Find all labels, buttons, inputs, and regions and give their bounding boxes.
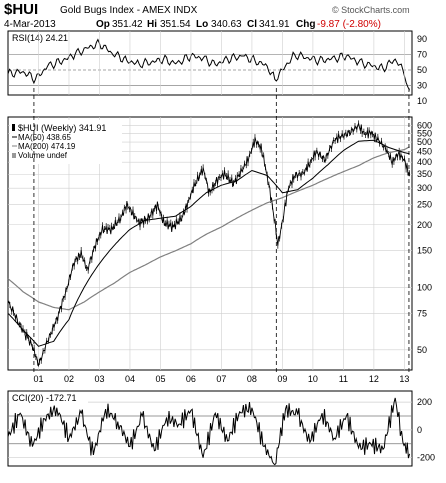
price-tick-label: 100 (417, 282, 432, 292)
price-tick-label: 150 (417, 246, 432, 256)
cci-title-bg (10, 392, 88, 403)
index-name: Gold Bugs Index - AMEX INDX (60, 5, 198, 16)
year-tick-label: 01 (33, 374, 43, 384)
price-line (7, 121, 411, 368)
change-label: Chg (296, 19, 315, 30)
year-tick-label: 06 (186, 374, 196, 384)
year-tick-label: 05 (155, 374, 165, 384)
close-value: 341.91 (259, 19, 290, 30)
year-tick-label: 04 (125, 374, 135, 384)
legend-price: $HUI (Weekly) 341.91 (18, 123, 106, 133)
symbol-title: $HUI (4, 1, 38, 18)
high-label: Hi (147, 19, 157, 30)
price-tick-label: 200 (417, 220, 432, 230)
price-tick-label: 250 (417, 200, 432, 210)
rsi-tick-label: 30 (417, 81, 427, 91)
cci-title: CCI(20) -172.71 (12, 393, 77, 403)
price-tick-label: 300 (417, 183, 432, 193)
price-tick-label: 50 (417, 345, 427, 355)
cci-tick-label: 200 (417, 397, 432, 407)
cci-panel: 200 0 -200 CCI(20) -172.71 (7, 390, 435, 467)
rsi-tick-labels: 90 70 50 30 10 (417, 34, 427, 106)
legend-ma50: MA(50) 438.65 (18, 133, 71, 142)
cci-line (7, 397, 411, 466)
year-tick-label: 07 (216, 374, 226, 384)
rsi-tick-label: 70 (417, 49, 427, 59)
price-tick-label: 500 (417, 137, 432, 147)
rsi-tick-label: 90 (417, 34, 427, 44)
volume-legend-swatch (12, 153, 16, 158)
year-tick-label: 02 (64, 374, 74, 384)
rsi-line (7, 38, 411, 91)
x-axis-tick-labels: 01 02 03 04 05 06 07 08 09 10 11 12 13 (33, 374, 409, 384)
price-tick-label: 600 (417, 121, 432, 131)
legend-volume: Volume undef (18, 151, 68, 160)
price-tick-label: 550 (417, 128, 432, 138)
price-legend: $HUI (Weekly) 341.91 MA(50) 438.65 MA(20… (10, 120, 122, 164)
year-tick-label: 10 (308, 374, 318, 384)
price-tick-label: 75 (417, 308, 427, 318)
price-tick-label: 400 (417, 157, 432, 167)
rsi-title: RSI(14) 24.21 (12, 33, 68, 43)
close-label: Cl (247, 19, 257, 30)
year-tick-label: 09 (277, 374, 287, 384)
legend-bg (10, 120, 122, 164)
open-label: Op (96, 19, 110, 30)
cci-tick-label: 0 (417, 425, 422, 435)
low-label: Lo (196, 19, 208, 30)
price-tick-label: 350 (417, 169, 432, 179)
watermark: © StockCharts.com (332, 5, 410, 15)
rsi-tick-label: 10 (417, 96, 427, 106)
year-tick-label: 12 (369, 374, 379, 384)
rsi-title-bg (10, 32, 82, 43)
legend-ma200: MA(200) 474.19 (18, 142, 76, 151)
rsi-panel: 90 70 50 30 10 RSI(14) 24.21 (7, 30, 427, 106)
cci-tick-label: -200 (417, 453, 435, 463)
open-value: 351.42 (112, 19, 143, 30)
date-label: 4-Mar-2013 (4, 19, 56, 30)
price-tick-label: 450 (417, 147, 432, 157)
event-markers (33, 88, 410, 372)
price-legend-swatch (12, 124, 15, 131)
cci-tick-labels: 200 0 -200 (417, 397, 435, 463)
year-tick-label: 13 (399, 374, 409, 384)
year-tick-label: 08 (247, 374, 257, 384)
year-tick-label: 03 (94, 374, 104, 384)
low-value: 340.63 (211, 19, 242, 30)
rsi-tick-label: 50 (417, 65, 427, 75)
year-tick-label: 11 (339, 374, 348, 384)
change-value: -9.87 (-2.80%) (317, 19, 381, 30)
high-value: 351.54 (160, 19, 191, 30)
